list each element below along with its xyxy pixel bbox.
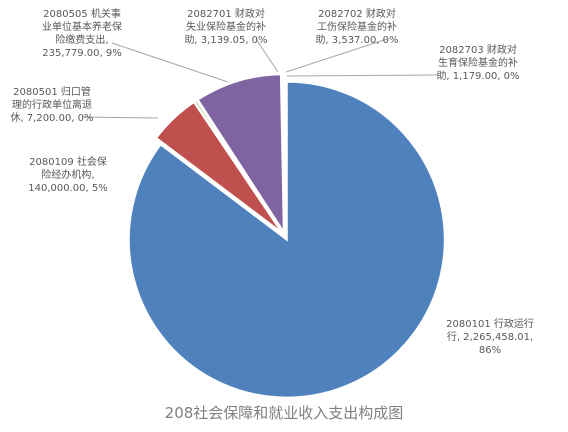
leader-line-2082702: [285, 38, 388, 73]
leader-line-2080505: [111, 42, 229, 83]
leader-line-2082703: [286, 74, 439, 77]
leader-line-2082701: [255, 38, 279, 73]
data-label-2080109: 2080109 社会保险经办机构, 140,000.00, 5%: [28, 155, 107, 194]
data-label-2080101: 2080101 行政运行行, 2,265,458.01, 86%: [446, 317, 534, 356]
pie-slice-2080101: [127, 80, 446, 399]
leader-line-2080501: [81, 116, 159, 119]
data-label-2080505: 2080505 机关事业单位基本养老保险缴费支出, 235,779.00, 9%: [42, 7, 122, 59]
data-label-2082701: 2082701 财政对失业保险基金的补助, 3,139.05, 0%: [184, 7, 267, 46]
pie-slice-2080501: [193, 98, 284, 234]
pie-slice-2080505: [196, 73, 285, 236]
data-label-2082703: 2082703 财政对生育保险基金的补助, 1,179.00, 0%: [436, 43, 519, 82]
data-label-2082702: 2082702 财政对工伤保险基金的补助, 3,537.00, 0%: [315, 7, 398, 46]
chart-title: 208社会保障和就业收入支出构成图: [165, 404, 404, 422]
data-label-2080501: 2080501 归口管理的行政单位离退休, 7,200.00, 0%: [10, 85, 93, 124]
